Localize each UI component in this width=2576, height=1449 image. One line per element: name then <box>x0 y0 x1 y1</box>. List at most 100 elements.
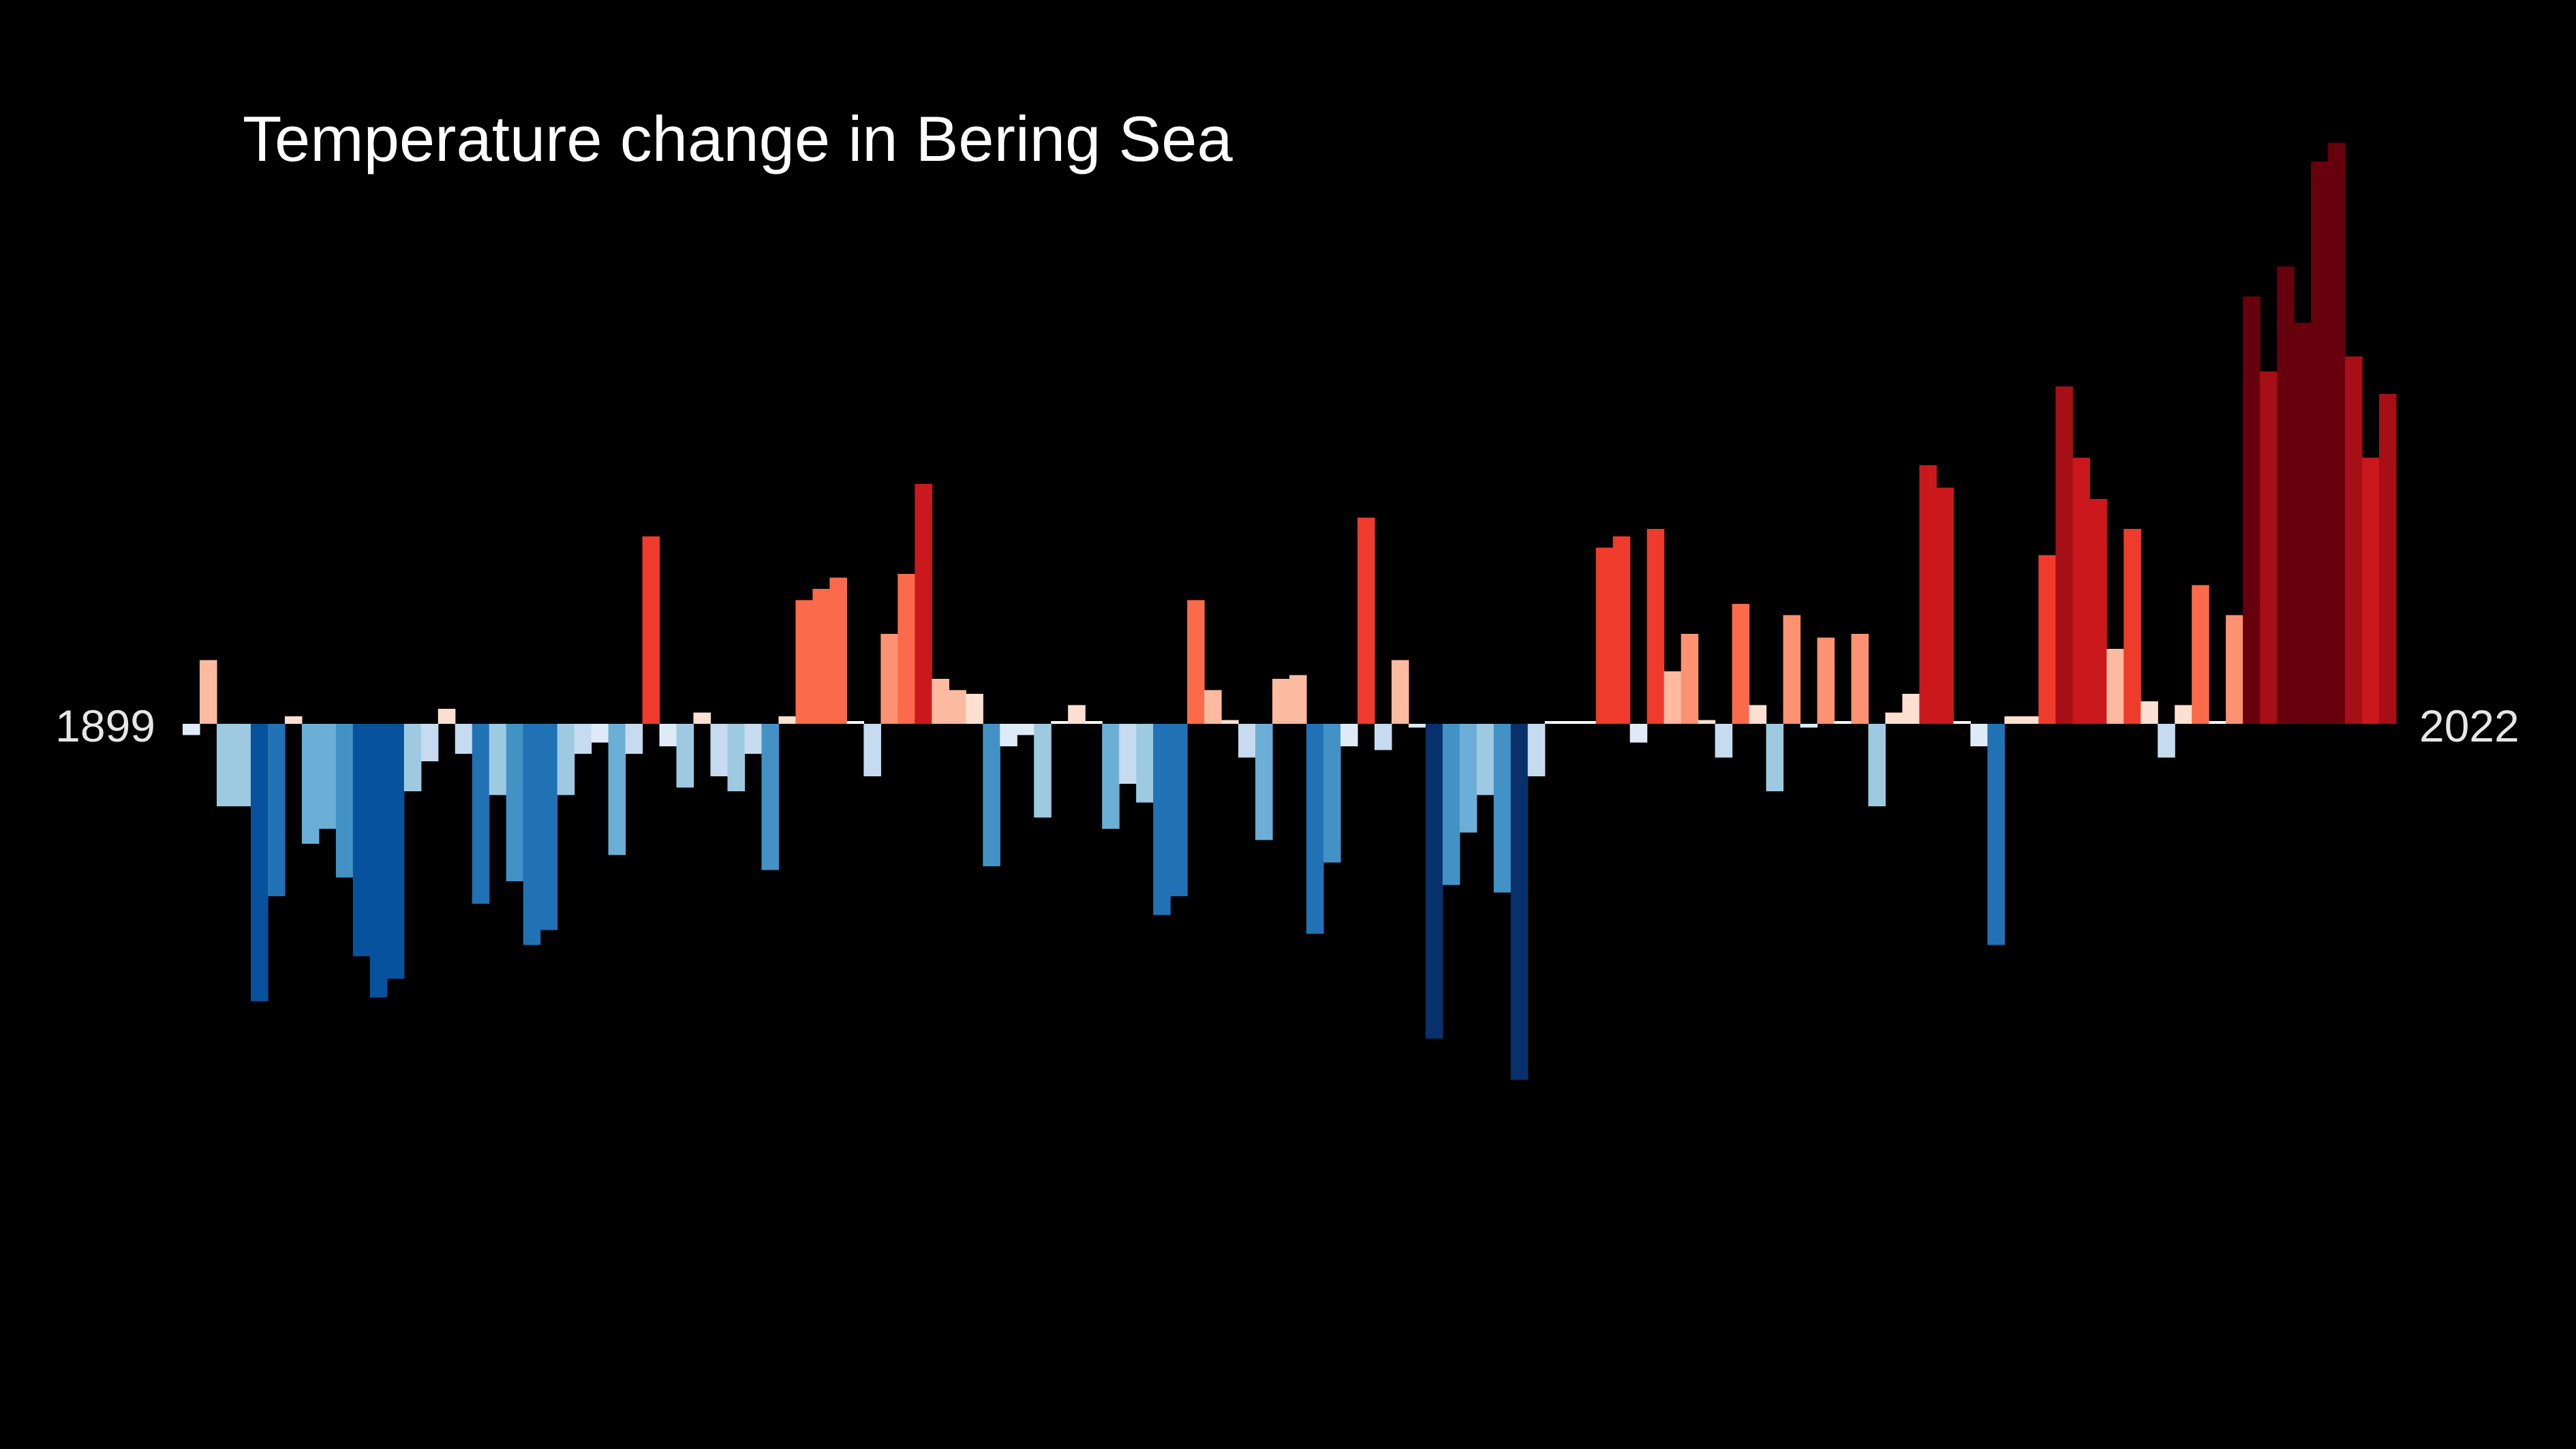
bar-1957 <box>1170 724 1188 896</box>
bar-1900 <box>199 660 217 724</box>
bar-1992 <box>1766 724 1784 791</box>
bar-1916 <box>472 724 490 904</box>
bar-1969 <box>1374 724 1392 750</box>
bar-1977 <box>1510 724 1529 1080</box>
bar-1968 <box>1357 517 1375 724</box>
bar-1993 <box>1783 615 1801 724</box>
bar-1987 <box>1681 634 1699 724</box>
bar-1994 <box>1800 724 1818 728</box>
bar-1930 <box>710 724 729 776</box>
bar-1972 <box>1425 724 1443 1039</box>
bar-1910 <box>369 724 388 998</box>
bar-1940 <box>880 634 898 724</box>
bar-2022 <box>2277 266 2295 724</box>
bar-1901 <box>216 724 234 806</box>
bar-1941 <box>898 574 915 724</box>
bar-1924 <box>608 724 626 855</box>
bar-1927 <box>659 724 677 746</box>
bar-1913 <box>420 724 439 761</box>
bar-1907 <box>318 724 337 829</box>
bar-1988 <box>1698 720 1716 724</box>
bar-1991 <box>1749 705 1767 724</box>
bar-1911 <box>386 724 405 979</box>
bar-2003 <box>1953 721 1971 724</box>
bar-1935 <box>795 600 814 724</box>
bar-1973 <box>1442 724 1460 885</box>
bar-1959 <box>1204 690 1222 724</box>
bar-1995 <box>1817 637 1835 724</box>
bar-1964 <box>1289 675 1307 724</box>
bar-2026 <box>2345 356 2363 724</box>
bar-1958 <box>1187 600 1205 724</box>
bar-1962 <box>1255 724 1273 840</box>
bar-2018 <box>2209 721 2226 724</box>
bar-1906 <box>301 724 320 844</box>
bar-2001 <box>1919 465 1937 724</box>
bar-1914 <box>438 709 456 724</box>
bar-2017 <box>2192 585 2209 724</box>
bar-1949 <box>1034 724 1052 818</box>
bar-2028 <box>2379 394 2397 724</box>
bar-1920 <box>540 724 558 930</box>
bar-1939 <box>863 724 881 776</box>
bar-1944 <box>949 690 966 724</box>
bar-1942 <box>915 484 932 724</box>
bar-1953 <box>1102 724 1120 829</box>
bar-1915 <box>455 724 473 754</box>
bar-2004 <box>1970 724 1988 746</box>
bar-1933 <box>761 724 780 870</box>
bar-2000 <box>1902 694 1920 724</box>
bar-1903 <box>250 724 269 1001</box>
start-year-label: 1899 <box>55 701 155 751</box>
bar-1928 <box>676 724 694 788</box>
bar-2015 <box>2158 724 2175 758</box>
bar-1929 <box>693 712 711 724</box>
bar-1947 <box>1000 724 1017 746</box>
bar-1956 <box>1153 724 1171 915</box>
bar-1936 <box>812 589 831 724</box>
bar-1978 <box>1527 724 1546 776</box>
bar-1976 <box>1493 724 1512 893</box>
bar-1917 <box>489 724 507 795</box>
bar-2008 <box>2038 555 2056 724</box>
bar-1908 <box>335 724 354 878</box>
bar-1989 <box>1715 724 1733 758</box>
bar-1975 <box>1476 724 1494 795</box>
bar-1922 <box>574 724 592 754</box>
bar-1979 <box>1544 721 1563 724</box>
bar-1970 <box>1391 660 1409 724</box>
bar-1960 <box>1221 720 1239 724</box>
bar-1921 <box>557 724 575 795</box>
bar-2023 <box>2294 322 2312 724</box>
bar-1931 <box>727 724 746 791</box>
bar-1986 <box>1663 671 1682 724</box>
bar-1904 <box>267 724 286 896</box>
bar-2019 <box>2226 615 2243 724</box>
bar-2016 <box>2175 705 2192 724</box>
bar-1984 <box>1629 724 1648 743</box>
bar-1998 <box>1868 724 1886 806</box>
bar-1951 <box>1068 705 1086 724</box>
bar-2025 <box>2328 142 2346 724</box>
end-year-label: 2022 <box>2419 701 2519 751</box>
bar-1912 <box>403 724 422 791</box>
bar-1954 <box>1119 724 1137 784</box>
bar-1905 <box>284 716 303 724</box>
bar-2002 <box>1936 487 1954 724</box>
bar-1967 <box>1340 724 1358 746</box>
bar-1966 <box>1323 724 1341 863</box>
bar-1923 <box>591 724 609 743</box>
bar-1990 <box>1732 604 1750 724</box>
bar-1952 <box>1085 721 1103 724</box>
bar-2027 <box>2362 457 2380 724</box>
bar-1955 <box>1136 724 1154 803</box>
bar-1961 <box>1238 724 1256 758</box>
bar-2010 <box>2072 457 2090 724</box>
bar-1938 <box>846 721 864 724</box>
bar-1925 <box>625 724 643 754</box>
bar-1983 <box>1612 536 1631 724</box>
bar-1950 <box>1051 721 1069 724</box>
bar-2021 <box>2260 371 2278 724</box>
bar-2006 <box>2004 716 2022 724</box>
